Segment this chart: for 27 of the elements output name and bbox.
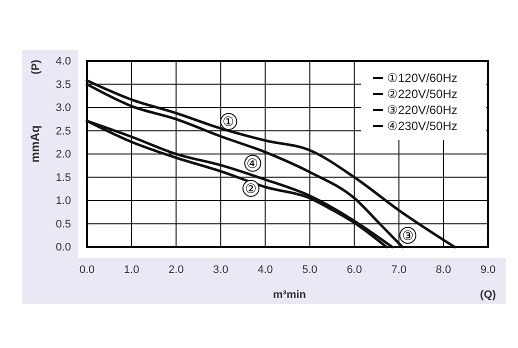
x-axis-title: m³min [273, 289, 306, 301]
x-tick-label: 9.0 [480, 264, 496, 276]
text: (Q) [480, 289, 496, 301]
x-tick-label: 5.0 [302, 264, 318, 276]
x-tick-label: 6.0 [346, 264, 362, 276]
y-tick-label: 3.5 [56, 78, 71, 91]
y-axis-title: mmAq [28, 125, 42, 163]
x-tick-label: 2.0 [168, 264, 184, 276]
x-tick-label: 1.0 [124, 264, 140, 276]
y-tick-label: 2.5 [56, 125, 71, 138]
x-tick-label: 4.0 [258, 264, 273, 276]
legend-label: ③220V/60Hz [387, 103, 458, 117]
y-tick-label: 1.5 [56, 172, 71, 184]
y-tick-label: 1.0 [56, 195, 71, 208]
x-tick-label: 0.0 [79, 264, 95, 276]
x-tick-label: 3.0 [213, 264, 228, 276]
y-tick-label: 0.0 [56, 242, 71, 254]
text: (P) [30, 59, 42, 74]
y-tick-label: 4.0 [56, 56, 71, 68]
legend-label: ①120V/60Hz [387, 71, 458, 85]
y-tick-label: 0.5 [56, 218, 71, 230]
legend-label: ④230V/50Hz [387, 119, 458, 133]
y-tick-label: 2.0 [56, 148, 71, 161]
legend-label: ②220V/50Hz [387, 87, 458, 101]
x-tick-label: 8.0 [436, 264, 452, 276]
y-tick-label: 3.0 [56, 102, 71, 114]
x-tick-label: 7.0 [391, 264, 407, 276]
